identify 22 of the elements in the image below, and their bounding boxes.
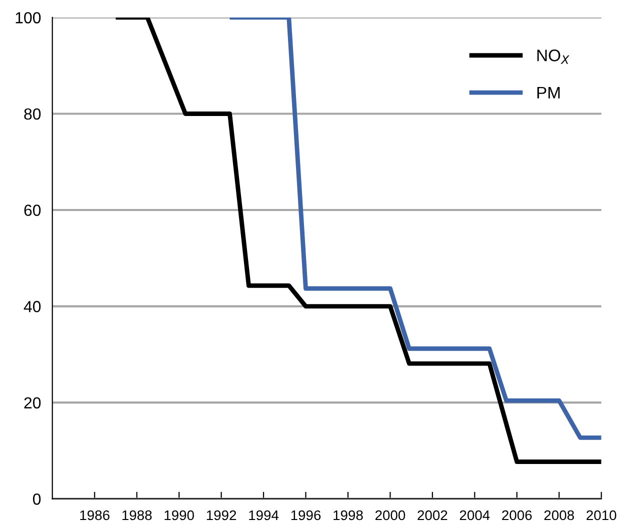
x-tick-label: 2010: [586, 510, 616, 520]
legend-label: NO$_{X}$: [537, 50, 570, 64]
y-tick-label: 100: [16, 12, 41, 24]
y-tick-label: 20: [24, 397, 41, 409]
x-tick-label: 1998: [334, 510, 363, 520]
x-tick-label: 2004: [460, 510, 490, 520]
x-tick-label: 1996: [291, 510, 321, 520]
x-tick-label: 1990: [164, 510, 194, 520]
y-tick-label: 60: [24, 204, 41, 216]
y-tick-label: 80: [24, 108, 41, 120]
x-tick-label: 1992: [206, 510, 236, 520]
x-tick-label: 2000: [375, 510, 406, 520]
x-tick-label: 2002: [418, 510, 448, 520]
x-tick-label: 2008: [544, 510, 574, 520]
x-tick-label: 1988: [122, 510, 152, 520]
y-tick-label: 0: [33, 493, 41, 505]
legend-label: PM: [537, 86, 560, 98]
x-tick-label: 1986: [80, 510, 110, 520]
x-tick-label: 1994: [249, 510, 279, 520]
y-tick-label: 40: [24, 300, 41, 312]
x-tick-label: 2006: [502, 510, 532, 520]
line-series: [228, 17, 602, 440]
